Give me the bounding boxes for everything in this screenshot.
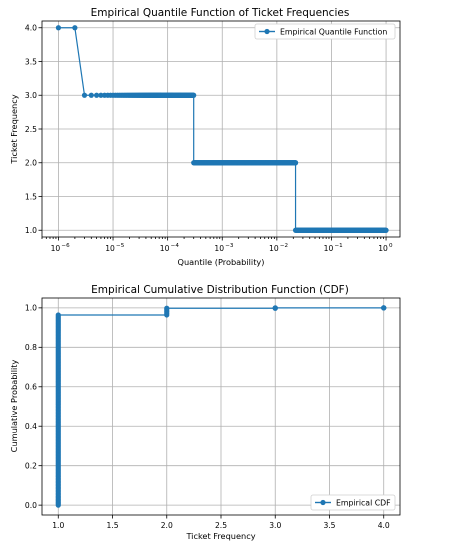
chart1-point — [88, 92, 94, 98]
chart2-point — [272, 305, 278, 311]
chart2-ytick-label: 0.4 — [25, 422, 37, 431]
chart1-xtick-label: 10 — [269, 244, 279, 253]
chart1-xlabel: Quantile (Probability) — [178, 257, 265, 267]
chart2-xtick-label: 1.5 — [106, 521, 118, 530]
chart1-point — [191, 92, 197, 98]
chart1-series-line — [58, 27, 387, 231]
chart1-ytick-label: 2.5 — [25, 125, 37, 134]
chart2-point — [55, 312, 61, 318]
chart1-point — [98, 92, 104, 98]
chart1-ytick-label: 2.0 — [25, 159, 37, 168]
chart1-legend: Empirical Quantile Function — [254, 23, 396, 40]
chart1-xtick-exponent: −5 — [116, 243, 125, 249]
chart2-legend: Empirical CDF — [310, 494, 396, 511]
chart2-title: Empirical Cumulative Distribution Functi… — [91, 284, 349, 296]
chart2-ytick-label: 0.2 — [25, 461, 37, 470]
chart1-xtick-exponent: −2 — [280, 243, 288, 249]
chart1-xtick-exponent: 0 — [389, 243, 393, 249]
chart2-xtick-label: 3.5 — [323, 521, 335, 530]
chart1-title: Empirical Quantile Function of Ticket Fr… — [91, 7, 350, 19]
chart2-legend-label: Empirical CDF — [336, 498, 391, 507]
chart1-xtick-label: 10 — [214, 244, 224, 253]
chart1-xtick-exponent: −1 — [334, 243, 343, 249]
chart1-xtick-label: 10 — [160, 244, 170, 253]
chart1-ytick-label: 4.0 — [25, 24, 37, 33]
chart2-ytick-label: 0.6 — [25, 383, 37, 392]
chart2-xtick-label: 2.0 — [161, 521, 173, 530]
chart2-xtick-label: 3.0 — [269, 521, 281, 530]
chart1-point — [292, 160, 299, 166]
chart1-ytick-label: 3.0 — [25, 91, 37, 100]
chart1-ylabel: Ticket Frequency — [9, 94, 19, 164]
chart1-point — [72, 25, 78, 31]
chart2-ytick-label: 1.0 — [25, 304, 37, 313]
chart2-ytick-label: 0.0 — [25, 501, 37, 510]
chart1-ytick-label: 1.5 — [25, 192, 37, 201]
chart1-point — [94, 92, 100, 98]
chart1-xtick-label: 10 — [378, 244, 388, 253]
cdf-chart: Empirical Cumulative Distribution Functi… — [9, 284, 401, 541]
chart1-xtick-exponent: −6 — [61, 243, 70, 249]
chart2-xtick-label: 2.5 — [215, 521, 227, 530]
chart1-xtick-exponent: −4 — [171, 243, 180, 249]
chart1-ytick-label: 3.5 — [25, 57, 37, 66]
chart1-point — [55, 25, 62, 31]
chart2-ylabel: Cumulative Probability — [9, 360, 19, 453]
chart2-xtick-label: 4.0 — [378, 521, 390, 530]
chart1-point — [383, 227, 389, 233]
chart2-point — [381, 305, 387, 311]
chart1-xtick-label: 10 — [105, 244, 115, 253]
quantile-chart: Empirical Quantile Function of Ticket Fr… — [9, 7, 401, 267]
chart1-point — [81, 92, 88, 98]
chart2-xtick-label: 1.0 — [52, 521, 64, 530]
chart2-point — [164, 305, 170, 311]
chart1-xtick-label: 10 — [51, 244, 61, 253]
chart2-xlabel: Ticket Frequency — [185, 531, 255, 541]
chart2-ytick-label: 0.8 — [25, 343, 37, 352]
chart1-xtick-exponent: −3 — [225, 243, 234, 249]
chart1-ytick-label: 1.0 — [25, 226, 37, 235]
chart1-legend-label: Empirical Quantile Function — [280, 27, 387, 36]
chart1-xtick-label: 10 — [324, 244, 334, 253]
